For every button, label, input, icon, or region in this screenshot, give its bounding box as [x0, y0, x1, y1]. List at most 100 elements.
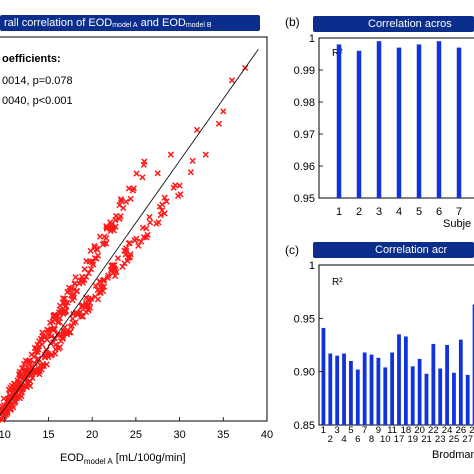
brodmann-x-tick-label: 10 — [380, 434, 391, 445]
brodmann-bar — [431, 343, 436, 425]
scatter-point — [32, 348, 39, 355]
scatter-point — [116, 215, 123, 222]
scatter-point — [177, 191, 184, 198]
brodmann-y-ticks: 0.85 0.90 0.95 1 — [294, 260, 323, 432]
scatter-point — [22, 374, 29, 381]
scatter-point — [96, 233, 104, 240]
brodmann-x-axis-title: Brodman — [432, 449, 474, 461]
brodmann-x-tick-label: 27 — [462, 434, 473, 445]
x-axis-title-main: EOD — [60, 452, 84, 464]
scatter-x-tick-label: 40 — [261, 429, 273, 441]
scatter-point — [56, 302, 64, 309]
scatter-point — [20, 360, 28, 368]
scatter-point — [118, 197, 125, 204]
scatter-point — [138, 238, 145, 245]
scatter-point — [78, 303, 85, 310]
scatter-point — [59, 295, 67, 302]
scatter-point — [130, 185, 137, 192]
scatter-point — [176, 182, 183, 189]
coefficient-line-2: 0040, p<0.001 — [2, 95, 73, 107]
subject-x-tick-label: 1 — [336, 206, 342, 218]
brodmann-bar — [390, 352, 395, 425]
subject-x-tick-label: 6 — [436, 206, 442, 218]
scatter-point — [31, 360, 38, 367]
scatter-point — [17, 372, 24, 380]
brodmann-bar — [321, 327, 326, 425]
scatter-point — [55, 319, 62, 326]
scatter-point — [32, 367, 39, 374]
scatter-point — [114, 255, 122, 262]
subject-x-tick-label: 5 — [416, 206, 422, 218]
scatter-point — [93, 255, 100, 262]
scatter-point — [103, 234, 110, 242]
subject-x-tick-label: 3 — [376, 206, 382, 218]
panel-c-title-banner: Correlation acr — [313, 242, 474, 258]
subject-x-tick-label: 7 — [456, 206, 462, 218]
subject-x-tick-label: 4 — [396, 206, 402, 218]
brodmann-x-tick-label: 19 — [407, 434, 418, 445]
scatter-point — [91, 244, 98, 251]
scatter-point — [167, 151, 174, 158]
subject-bars — [336, 41, 462, 199]
scatter-points — [0, 64, 249, 423]
scatter-x-axis-title: EODmodel A [mL/100g/min] — [60, 452, 186, 466]
scatter-point — [12, 384, 19, 392]
brodmann-x-tick-label: 24 — [442, 425, 453, 436]
scatter-point — [110, 265, 117, 272]
brodmann-x-tick-label: 9 — [376, 425, 381, 436]
brodmann-y-tick-label: 0.90 — [294, 367, 315, 379]
brodmann-x-tick-label: 8 — [369, 434, 374, 445]
brodmann-x-tick-label: 3 — [335, 425, 340, 436]
scatter-point — [23, 383, 30, 391]
scatter-point — [16, 395, 24, 402]
scatter-point — [161, 194, 168, 201]
subject-y-tick-label: 1 — [309, 33, 315, 45]
scatter-point — [70, 292, 77, 299]
brodmann-bar — [445, 345, 449, 425]
subject-bar — [336, 44, 342, 199]
brodmann-bar — [342, 353, 346, 425]
brodmann-bar — [335, 355, 340, 425]
scatter-point — [60, 330, 67, 337]
scatter-point — [18, 365, 26, 372]
scatter-x-tick-label: 10 — [0, 429, 11, 441]
panel-a-title-banner: rall correlation of EODmodel A and EODmo… — [0, 15, 260, 31]
scatter-point — [39, 341, 46, 348]
scatter-point — [103, 225, 111, 232]
scatter-point — [157, 211, 164, 219]
scatter-point — [52, 346, 59, 353]
scatter-x-tick-label: 30 — [173, 429, 185, 441]
scatter-point — [163, 198, 170, 205]
scatter-point — [107, 227, 114, 235]
scatter-point — [8, 401, 15, 408]
scatter-point — [143, 225, 150, 232]
coefficient-line-1: 0014, p=0.078 — [2, 75, 73, 87]
brodmann-x-tick-label: 2 — [328, 434, 333, 445]
scatter-plot-frame — [0, 36, 268, 422]
brodmann-bar — [328, 353, 333, 425]
scatter-point — [33, 345, 40, 352]
scatter-point — [82, 308, 90, 316]
scatter-point — [85, 269, 92, 277]
subject-y-ticks: 0.95 0.96 0.97 0.98 0.99 1 — [294, 33, 323, 205]
scatter-point — [139, 174, 146, 181]
subject-bar — [436, 41, 442, 199]
panel-a-title-mid: and EOD — [137, 17, 186, 29]
brodmann-bar — [403, 336, 408, 425]
panel-a-title-prefix: rall correlation of EOD — [4, 17, 113, 29]
scatter-point — [100, 240, 108, 247]
scatter-point — [39, 329, 46, 336]
subject-y-tick-label: 0.97 — [294, 129, 315, 141]
scatter-point — [45, 353, 52, 361]
scatter-point — [25, 380, 32, 387]
scatter-point — [41, 334, 48, 341]
panel-b-title: Correlation acros — [368, 18, 452, 30]
brodmann-x-tick-label: 25 — [449, 434, 460, 445]
subject-bar — [396, 47, 402, 198]
scatter-point — [126, 253, 134, 261]
scatter-point — [48, 333, 55, 340]
scatter-plot: 10 15 20 25 30 35 40 oefficients: 0014, p=0.07… — [0, 36, 273, 466]
scatter-point — [126, 239, 133, 247]
brodmann-bar — [424, 373, 429, 425]
